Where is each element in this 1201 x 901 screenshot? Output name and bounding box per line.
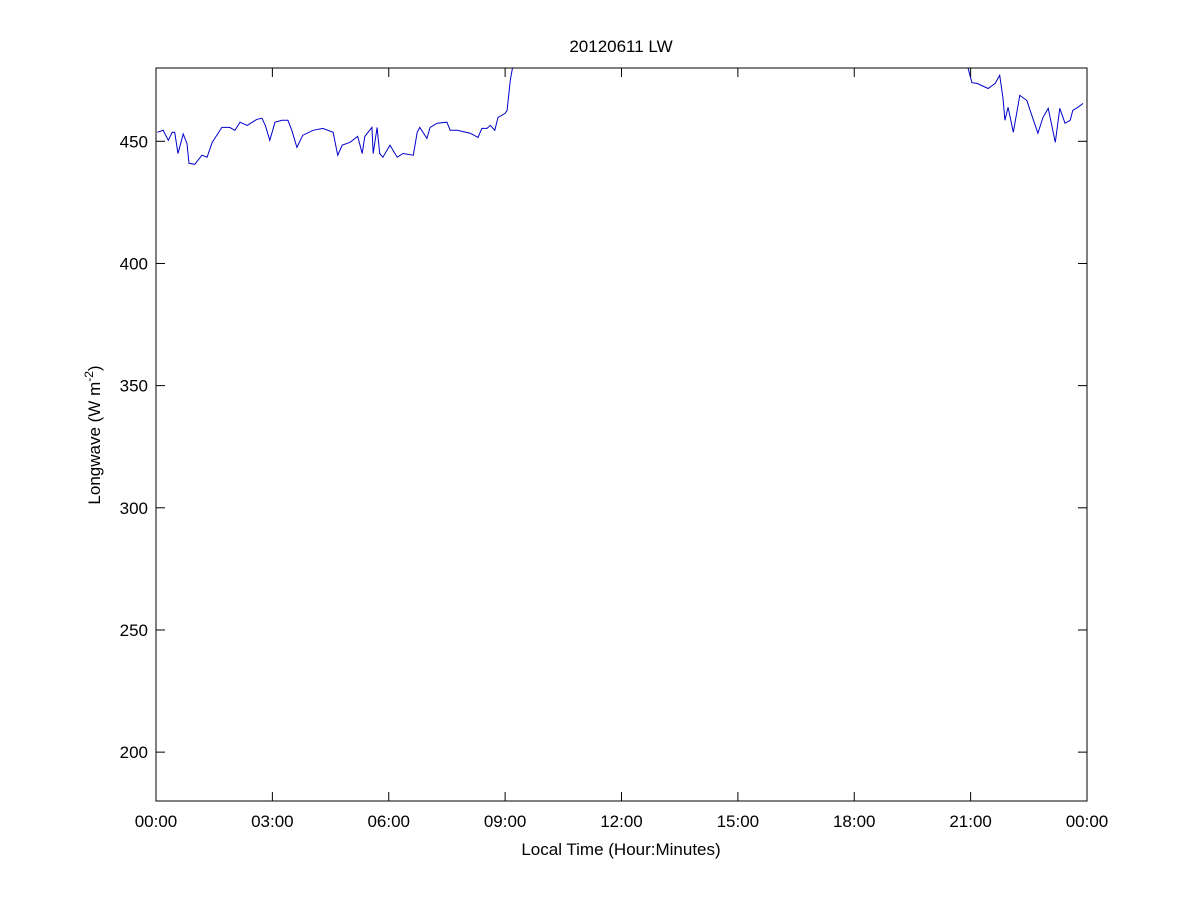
x-tick-label: 00:00 bbox=[1066, 812, 1109, 831]
x-tick-label: 18:00 bbox=[833, 812, 876, 831]
series-line-segment-2 bbox=[967, 68, 1084, 143]
x-tick-label: 00:00 bbox=[135, 812, 178, 831]
y-tick-label: 350 bbox=[120, 377, 148, 396]
x-tick-label: 06:00 bbox=[367, 812, 410, 831]
x-tick-label: 21:00 bbox=[949, 812, 992, 831]
y-tick-label: 450 bbox=[120, 132, 148, 151]
y-tick-label: 400 bbox=[120, 254, 148, 273]
chart-title: 20120611 LW bbox=[569, 37, 672, 56]
x-tick-label: 12:00 bbox=[600, 812, 643, 831]
series-line-segment-1 bbox=[157, 68, 513, 165]
x-tick-label: 03:00 bbox=[251, 812, 294, 831]
y-tick-label: 250 bbox=[120, 621, 148, 640]
x-axis-label: Local Time (Hour:Minutes) bbox=[521, 840, 720, 859]
y-tick-label: 300 bbox=[120, 499, 148, 518]
x-tick-label: 15:00 bbox=[717, 812, 760, 831]
y-tick-label: 200 bbox=[120, 743, 148, 762]
x-tick-label: 09:00 bbox=[484, 812, 527, 831]
y-axis-label: Longwave (W m-2) bbox=[82, 365, 104, 504]
plot-area-frame bbox=[155, 67, 1088, 802]
